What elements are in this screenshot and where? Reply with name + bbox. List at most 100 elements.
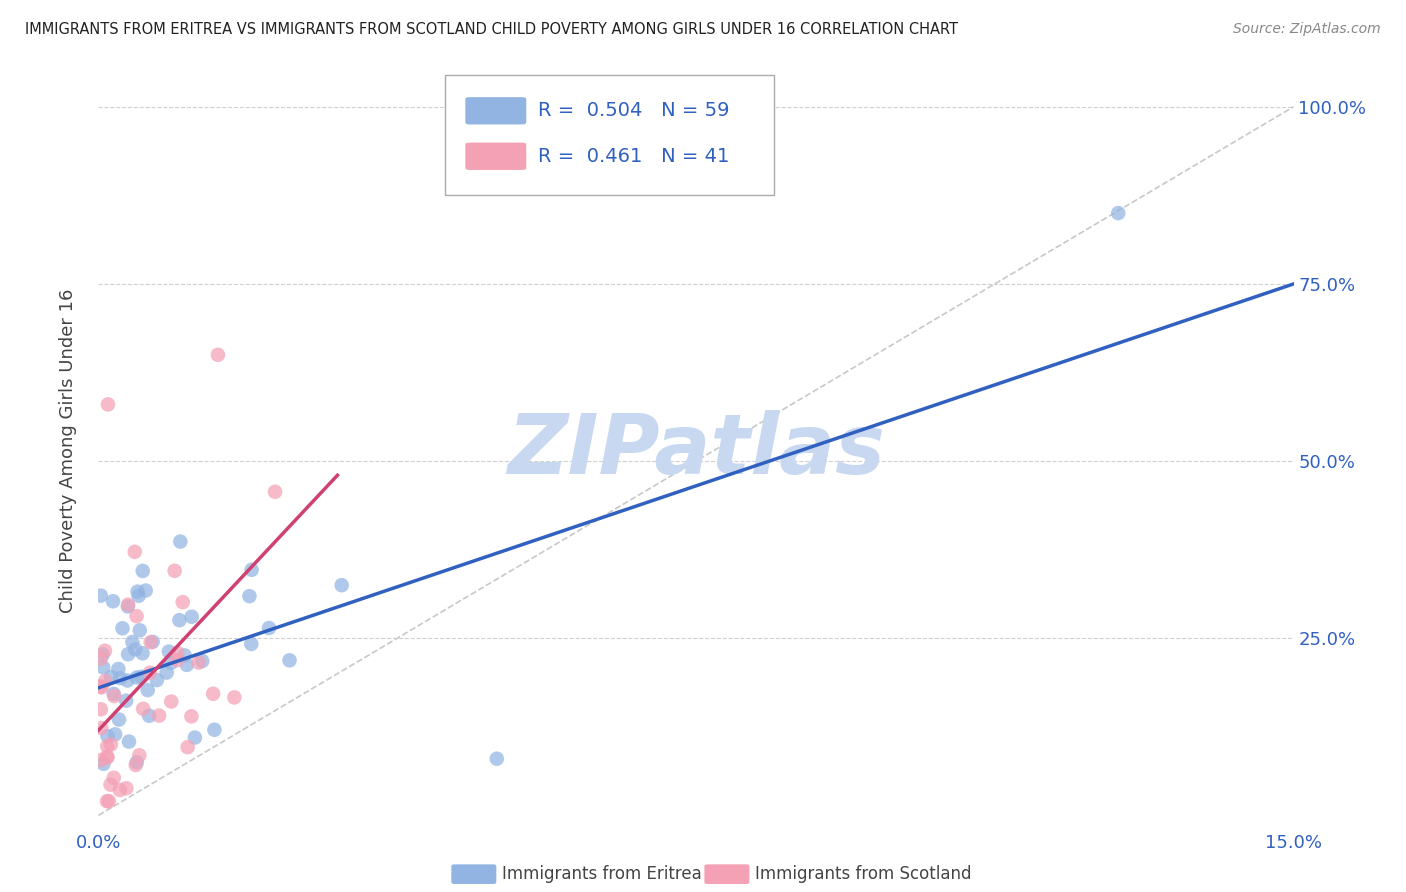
Point bbox=[90, 681, 112, 695]
Point bbox=[125, 671, 148, 685]
Point bbox=[96, 794, 118, 808]
Point bbox=[148, 708, 170, 723]
FancyBboxPatch shape bbox=[446, 75, 773, 195]
Point bbox=[166, 646, 188, 660]
Point bbox=[128, 624, 150, 638]
Point bbox=[136, 683, 159, 698]
Point bbox=[187, 656, 209, 670]
Point bbox=[132, 702, 155, 716]
Point bbox=[257, 621, 280, 635]
Point bbox=[108, 671, 131, 685]
Point bbox=[173, 648, 195, 663]
Point bbox=[96, 739, 118, 754]
Point bbox=[142, 635, 165, 649]
Point bbox=[90, 753, 112, 767]
Point bbox=[125, 756, 148, 770]
Point bbox=[128, 589, 150, 603]
Point bbox=[224, 690, 246, 705]
Point bbox=[125, 758, 148, 772]
Point bbox=[124, 545, 146, 559]
Point bbox=[128, 748, 150, 763]
Point bbox=[131, 670, 153, 684]
Point bbox=[202, 687, 225, 701]
Point bbox=[117, 598, 139, 612]
Point bbox=[180, 609, 202, 624]
Point bbox=[117, 599, 139, 614]
Point bbox=[117, 647, 139, 661]
Point bbox=[180, 709, 202, 723]
Point bbox=[115, 781, 138, 796]
Point bbox=[93, 756, 115, 771]
Point bbox=[330, 578, 353, 592]
Point bbox=[94, 673, 117, 688]
Point bbox=[103, 771, 125, 785]
Point bbox=[103, 689, 125, 703]
Point bbox=[184, 731, 207, 745]
Point bbox=[96, 729, 118, 743]
FancyBboxPatch shape bbox=[465, 143, 526, 170]
Point bbox=[96, 749, 118, 764]
Text: R =  0.504   N = 59: R = 0.504 N = 59 bbox=[538, 102, 730, 120]
Point bbox=[132, 564, 155, 578]
Point bbox=[166, 653, 188, 667]
Point bbox=[169, 534, 191, 549]
Text: Immigrants from Eritrea: Immigrants from Eritrea bbox=[502, 865, 702, 883]
Point bbox=[91, 660, 114, 674]
Text: R =  0.461   N = 41: R = 0.461 N = 41 bbox=[538, 147, 730, 166]
Point bbox=[108, 783, 131, 797]
Point bbox=[207, 348, 229, 362]
Point bbox=[160, 656, 183, 670]
Point bbox=[103, 687, 125, 701]
Point bbox=[121, 635, 143, 649]
Point bbox=[238, 589, 260, 603]
Point bbox=[96, 750, 118, 764]
Point bbox=[108, 713, 131, 727]
Text: Immigrants from Scotland: Immigrants from Scotland bbox=[755, 865, 972, 883]
Point bbox=[101, 594, 124, 608]
Point bbox=[118, 734, 141, 748]
Point bbox=[135, 583, 157, 598]
Point bbox=[157, 644, 180, 658]
Point bbox=[117, 673, 139, 688]
Point bbox=[163, 564, 186, 578]
Text: IMMIGRANTS FROM ERITREA VS IMMIGRANTS FROM SCOTLAND CHILD POVERTY AMONG GIRLS UN: IMMIGRANTS FROM ERITREA VS IMMIGRANTS FR… bbox=[25, 22, 959, 37]
Point bbox=[107, 662, 129, 676]
Point bbox=[139, 635, 162, 649]
Point bbox=[91, 648, 114, 662]
Point bbox=[202, 723, 225, 737]
Point bbox=[100, 738, 122, 752]
Point bbox=[278, 653, 301, 667]
Point bbox=[94, 644, 117, 658]
Point bbox=[1107, 206, 1129, 220]
Point bbox=[240, 637, 263, 651]
Text: Source: ZipAtlas.com: Source: ZipAtlas.com bbox=[1233, 22, 1381, 37]
Point bbox=[104, 727, 127, 741]
Point bbox=[131, 646, 153, 660]
Point bbox=[169, 613, 191, 627]
Point bbox=[115, 694, 138, 708]
Point bbox=[139, 665, 162, 680]
Point bbox=[100, 778, 122, 792]
Point bbox=[127, 584, 149, 599]
Point bbox=[90, 651, 112, 665]
Point bbox=[124, 642, 146, 657]
Point bbox=[100, 670, 122, 684]
Point bbox=[485, 752, 508, 766]
Point bbox=[156, 665, 179, 680]
Point bbox=[90, 702, 112, 716]
Point bbox=[160, 694, 183, 708]
Point bbox=[97, 794, 120, 808]
Point bbox=[264, 484, 287, 499]
Point bbox=[176, 657, 198, 672]
Point bbox=[146, 673, 169, 687]
Point bbox=[97, 397, 120, 411]
Point bbox=[90, 589, 112, 603]
Point bbox=[90, 721, 112, 735]
Text: ZIPatlas: ZIPatlas bbox=[508, 410, 884, 491]
Point bbox=[111, 621, 134, 635]
Point bbox=[176, 740, 198, 755]
Point bbox=[191, 654, 214, 668]
Point bbox=[125, 609, 148, 624]
Point bbox=[90, 680, 112, 694]
FancyBboxPatch shape bbox=[465, 97, 526, 125]
